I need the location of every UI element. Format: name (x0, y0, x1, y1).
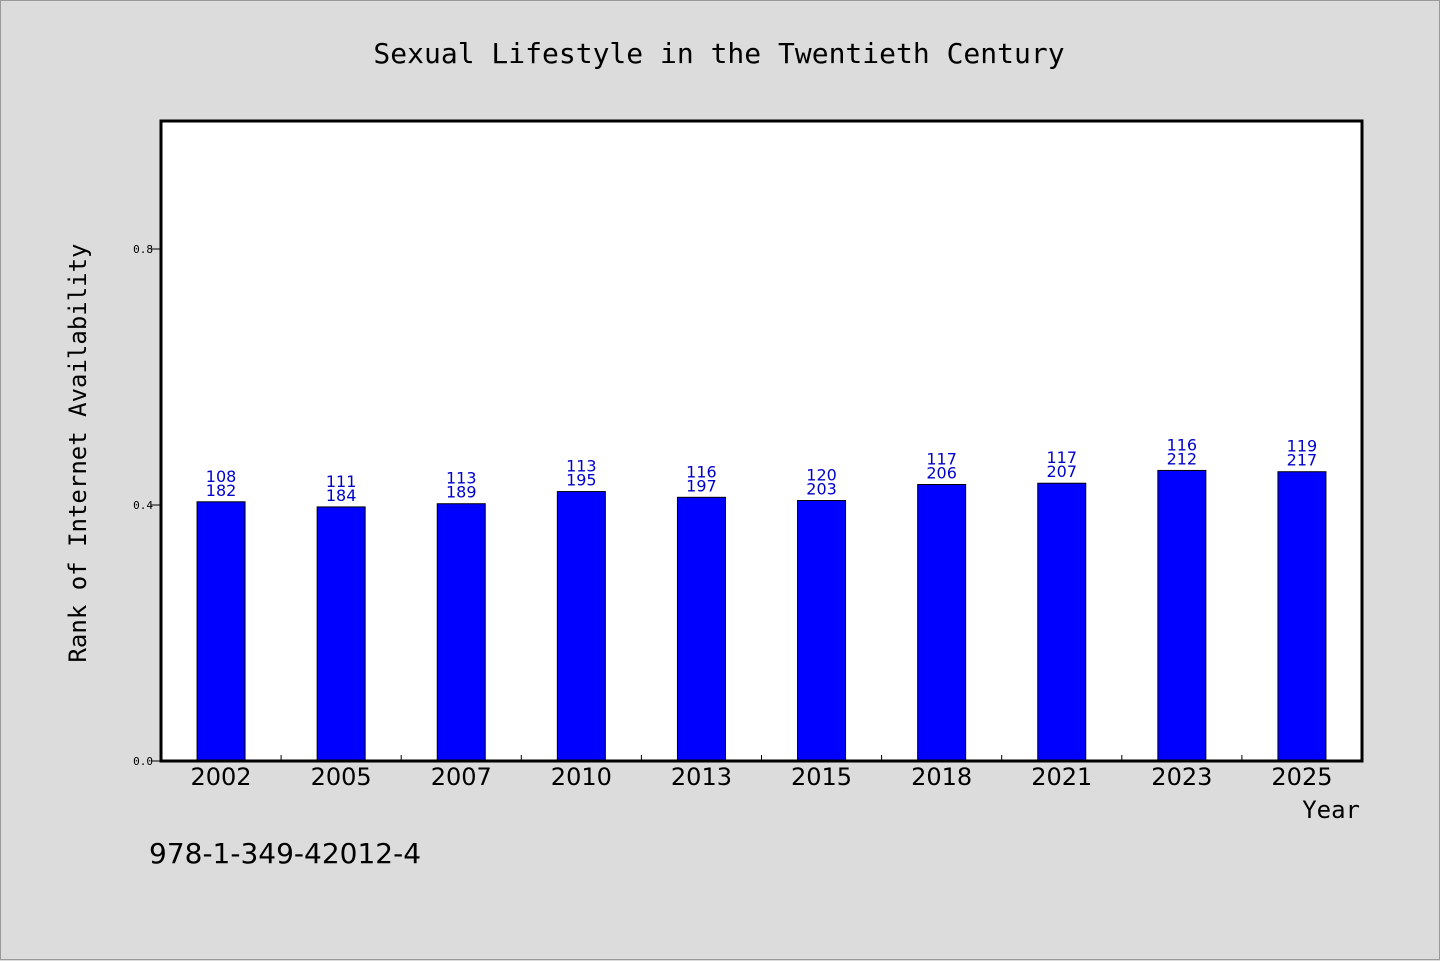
x-tick-label: 2010 (551, 763, 612, 791)
data-label-bottom: 182 (206, 481, 237, 500)
bar (917, 484, 967, 762)
plot-border (159, 119, 1364, 763)
data-label-top: 119 (1287, 437, 1318, 456)
data-label-top: 116 (686, 462, 717, 481)
x-tick-label: 2018 (911, 763, 972, 791)
x-tick-label: 2013 (671, 763, 732, 791)
data-label-bottom: 195 (566, 471, 597, 490)
chart-title: Sexual Lifestyle in the Twentieth Centur… (373, 37, 1064, 70)
x-tick-label: 2015 (791, 763, 852, 791)
data-label-top: 111 (326, 472, 357, 491)
x-tick-label: 2002 (191, 763, 252, 791)
y-tick-label: 0.0 (133, 755, 153, 768)
data-label-top: 113 (566, 457, 597, 476)
x-tick-label: 2021 (1031, 763, 1092, 791)
y-tick-label: 0.4 (133, 499, 153, 512)
bar (1157, 469, 1207, 762)
bar (797, 500, 847, 762)
data-label-top: 113 (446, 469, 477, 488)
data-label-bottom: 203 (806, 480, 837, 499)
bar (316, 506, 366, 762)
data-label-top: 116 (1167, 435, 1198, 454)
bar (436, 503, 486, 762)
data-label-bottom: 197 (686, 476, 717, 495)
bar (676, 496, 726, 762)
data-label-bottom: 184 (326, 486, 357, 505)
data-label-bottom: 206 (926, 464, 957, 483)
data-label-top: 120 (806, 466, 837, 485)
y-axis-label: Rank of Internet Availability (64, 243, 92, 662)
data-label-top: 117 (926, 450, 957, 469)
x-axis-label: Year (1302, 796, 1360, 824)
x-tick-label: 2007 (431, 763, 492, 791)
bar (1277, 471, 1327, 762)
data-label-top: 117 (1046, 448, 1077, 467)
data-label-bottom: 189 (446, 483, 477, 502)
y-tick-label: 0.8 (133, 243, 153, 256)
x-tick-label: 2005 (311, 763, 372, 791)
data-label-bottom: 207 (1046, 462, 1077, 481)
bar (196, 501, 246, 762)
bar (1037, 482, 1087, 762)
x-tick-label: 2025 (1271, 763, 1332, 791)
bar (556, 491, 606, 762)
data-label-bottom: 212 (1167, 449, 1198, 468)
isbn-code: 978-1-349-42012-4 (149, 837, 421, 870)
data-label-bottom: 217 (1287, 451, 1318, 470)
x-tick-label: 2023 (1151, 763, 1212, 791)
data-label-top: 108 (206, 467, 237, 486)
